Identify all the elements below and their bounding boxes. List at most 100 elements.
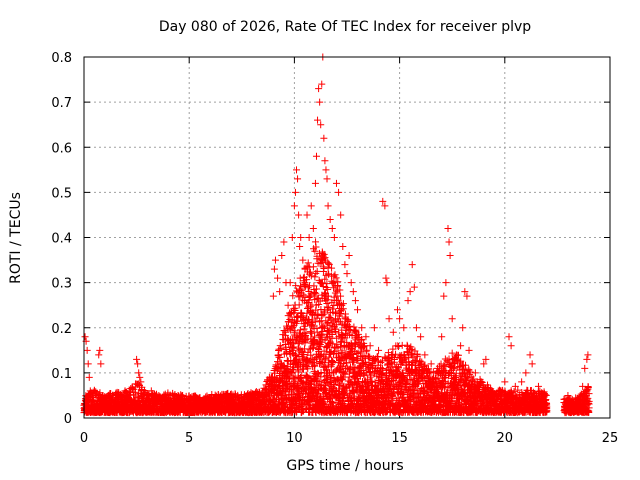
data-point (337, 292, 345, 300)
data-point (308, 318, 316, 326)
data-point (354, 357, 362, 365)
data-point (301, 361, 309, 369)
data-point (306, 268, 314, 276)
data-point (298, 312, 306, 320)
data-point (323, 320, 331, 328)
data-point (345, 325, 353, 333)
data-point (323, 280, 331, 288)
data-point (312, 306, 320, 314)
data-point (313, 267, 321, 275)
data-point (313, 354, 321, 362)
data-point (332, 327, 340, 335)
data-point (325, 261, 333, 269)
data-point (328, 264, 336, 272)
data-point (346, 322, 354, 330)
data-point (336, 286, 344, 294)
data-point (349, 387, 357, 395)
data-point (311, 362, 319, 370)
data-point (289, 292, 297, 300)
data-point (295, 358, 303, 366)
data-point (276, 342, 284, 350)
data-point (346, 393, 354, 401)
data-point (370, 357, 378, 365)
data-point (298, 286, 306, 294)
data-point (313, 314, 321, 322)
data-point (313, 324, 321, 332)
data-point (131, 388, 139, 396)
data-point (332, 274, 340, 282)
data-point (307, 272, 315, 280)
data-point (356, 348, 364, 356)
data-point (354, 330, 362, 338)
data-point (349, 350, 357, 358)
data-point (317, 331, 325, 339)
data-point (343, 359, 351, 367)
data-point (321, 275, 329, 283)
data-point (320, 250, 328, 258)
data-point (301, 339, 309, 347)
data-point (358, 359, 366, 367)
data-point (311, 383, 319, 391)
data-point (300, 351, 308, 359)
data-point (294, 366, 302, 374)
data-point (322, 366, 330, 374)
data-point (332, 308, 340, 316)
data-point (339, 300, 347, 308)
data-point (297, 326, 305, 334)
data-point (309, 263, 317, 271)
data-point (368, 377, 376, 385)
data-point (341, 387, 349, 395)
data-point (321, 254, 329, 262)
data-point (307, 351, 315, 359)
data-point (311, 247, 319, 255)
data-point (318, 312, 326, 320)
data-point (291, 307, 299, 315)
data-point (291, 372, 299, 380)
data-point (324, 285, 332, 293)
data-point (334, 349, 342, 357)
data-point (342, 384, 350, 392)
data-point (351, 339, 359, 347)
data-point (310, 290, 318, 298)
data-point (321, 362, 329, 370)
data-point (304, 373, 312, 381)
data-point (365, 352, 373, 360)
data-point (311, 273, 319, 281)
data-point (130, 385, 138, 393)
data-point (290, 343, 298, 351)
data-point (295, 353, 303, 361)
data-point (371, 378, 379, 386)
data-point (330, 278, 338, 286)
data-point (321, 356, 329, 364)
data-point (304, 259, 312, 267)
data-point (329, 399, 337, 407)
data-point (276, 353, 284, 361)
data-point (289, 335, 297, 343)
data-point (309, 337, 317, 345)
data-point (326, 314, 334, 322)
data-point (323, 344, 331, 352)
data-point (337, 306, 345, 314)
data-point (328, 319, 336, 327)
data-point (317, 359, 325, 367)
data-point (337, 338, 345, 346)
data-point (303, 276, 311, 284)
data-point (341, 370, 349, 378)
data-point (358, 335, 366, 343)
data-point (277, 345, 285, 353)
data-point (312, 243, 320, 251)
data-point (295, 301, 303, 309)
data-point (325, 304, 333, 312)
data-point (353, 349, 361, 357)
data-point (325, 270, 333, 278)
data-point (367, 371, 375, 379)
data-point (304, 365, 312, 373)
chart-title: Day 080 of 2026, Rate Of TEC Index for r… (159, 19, 531, 35)
data-point (305, 294, 313, 302)
data-point (369, 364, 377, 372)
data-point (274, 383, 282, 391)
data-point (318, 335, 326, 343)
data-point (330, 317, 338, 325)
data-point (336, 381, 344, 389)
